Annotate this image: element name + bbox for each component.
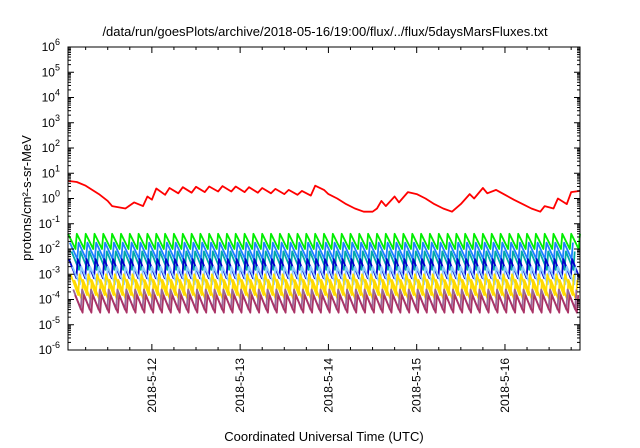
y-tick-label: 10-5 — [39, 315, 60, 332]
plot-area — [67, 180, 581, 314]
y-axis: 10-6 10-5 10-4 10-3 10-2 10-1 100 101 102 103 104 1… — [39, 37, 580, 357]
y-tick-label: 100 — [42, 189, 60, 206]
y-tick-label: 10-4 — [39, 290, 60, 307]
x-axis-label: Coordinated Universal Time (UTC) — [224, 429, 423, 444]
y-tick-label: 102 — [42, 138, 60, 155]
flux-series-line — [74, 294, 580, 314]
y-tick-label: 10-6 — [39, 340, 60, 357]
y-tick-label: 10-3 — [39, 264, 60, 281]
chart-title: /data/run/goesPlots/archive/2018-05-16/1… — [102, 24, 548, 39]
x-tick-label: 2018-5-15 — [410, 358, 424, 413]
y-tick-label: 104 — [42, 88, 60, 105]
y-tick-label: 103 — [42, 113, 60, 130]
flux-series-line — [67, 232, 581, 250]
y-tick-label: 101 — [42, 163, 60, 180]
x-tick-label: 2018-5-13 — [233, 358, 247, 413]
y-tick-label: 10-1 — [39, 214, 60, 231]
x-tick-label: 2018-5-12 — [145, 358, 159, 413]
y-tick-label: 10-2 — [39, 239, 60, 256]
flux-series-line — [67, 180, 581, 213]
y-tick-label: 106 — [42, 37, 60, 54]
x-axis: 2018-5-12 2018-5-13 2018-5-14 2018-5-15 2018… — [85, 47, 572, 413]
y-tick-label: 105 — [42, 62, 60, 79]
flux-series-line — [70, 250, 576, 271]
x-tick-label: 2018-5-16 — [498, 358, 512, 413]
x-tick-label: 2018-5-14 — [321, 358, 335, 413]
flux-series-line — [69, 273, 575, 297]
flux-series-line — [71, 265, 577, 286]
y-axis-label: protons/cm²-s-sr-MeV — [19, 135, 34, 261]
